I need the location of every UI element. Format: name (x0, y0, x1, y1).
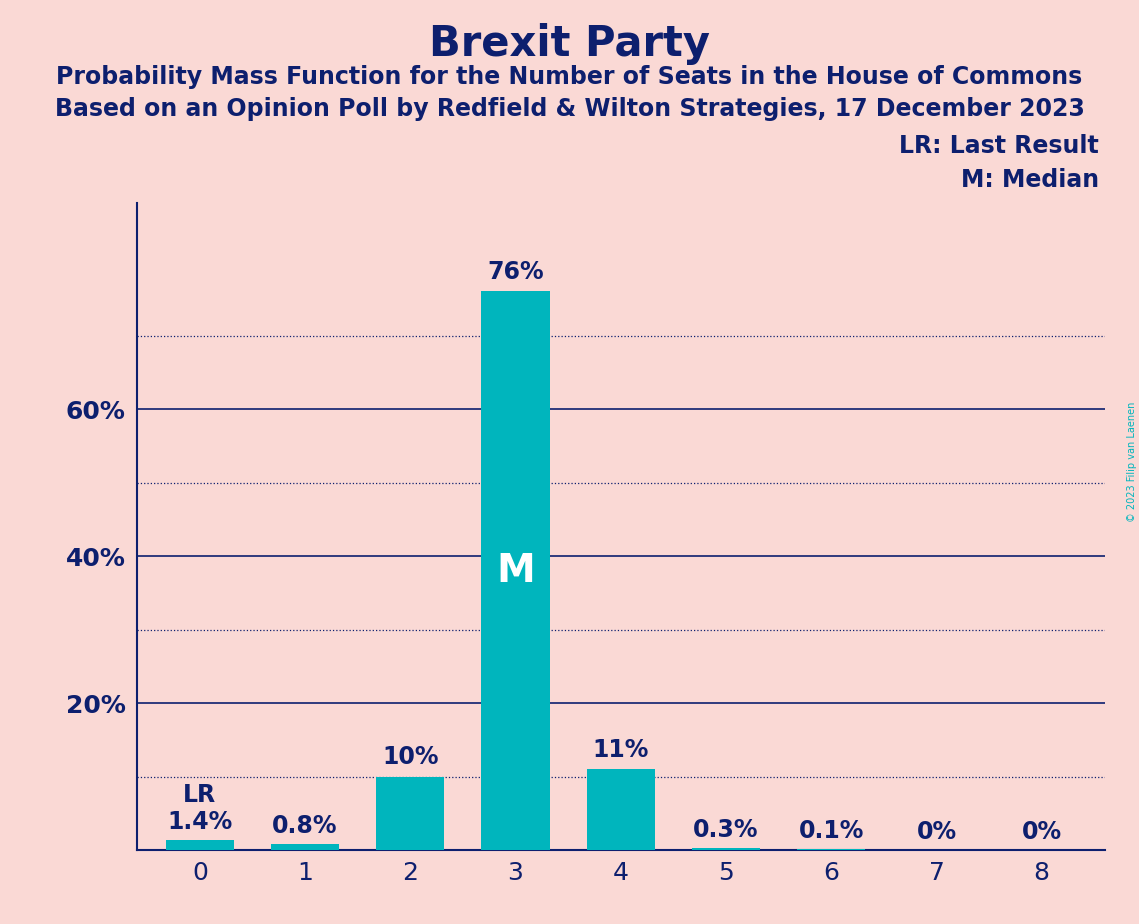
Text: LR: Last Result: LR: Last Result (900, 134, 1099, 158)
Text: 0%: 0% (917, 821, 957, 845)
Text: 11%: 11% (592, 738, 649, 762)
Bar (482, 291, 550, 850)
Text: 0.1%: 0.1% (798, 820, 863, 844)
Text: 10%: 10% (382, 746, 439, 769)
Text: Based on an Opinion Poll by Redfield & Wilton Strategies, 17 December 2023: Based on an Opinion Poll by Redfield & W… (55, 97, 1084, 121)
Text: 0%: 0% (1022, 821, 1062, 845)
Bar (587, 769, 655, 850)
Bar (165, 840, 233, 850)
Text: Probability Mass Function for the Number of Seats in the House of Commons: Probability Mass Function for the Number… (56, 65, 1083, 89)
Bar (376, 776, 444, 850)
Text: 0.3%: 0.3% (694, 818, 759, 842)
Bar (271, 845, 339, 850)
Text: Brexit Party: Brexit Party (429, 23, 710, 65)
Text: 76%: 76% (487, 261, 543, 285)
Text: M: M (497, 552, 535, 590)
Text: 0.8%: 0.8% (272, 814, 338, 838)
Text: © 2023 Filip van Laenen: © 2023 Filip van Laenen (1126, 402, 1137, 522)
Bar (691, 848, 760, 850)
Text: LR: LR (183, 783, 216, 807)
Text: M: Median: M: Median (961, 168, 1099, 192)
Text: 1.4%: 1.4% (167, 810, 232, 833)
